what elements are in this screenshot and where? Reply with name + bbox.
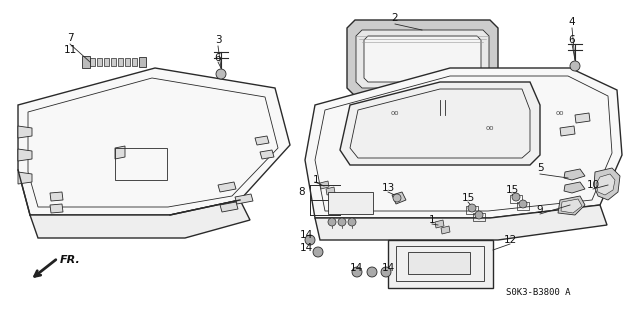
Polygon shape xyxy=(320,181,329,189)
Polygon shape xyxy=(575,113,590,123)
Bar xyxy=(396,246,484,281)
Polygon shape xyxy=(560,126,575,136)
Circle shape xyxy=(570,61,580,71)
Polygon shape xyxy=(132,58,137,66)
Polygon shape xyxy=(118,58,123,66)
Text: 14: 14 xyxy=(300,230,312,240)
Circle shape xyxy=(512,193,520,201)
Polygon shape xyxy=(220,202,238,212)
Circle shape xyxy=(381,267,391,277)
Polygon shape xyxy=(30,200,250,238)
Circle shape xyxy=(393,194,401,202)
Text: 4: 4 xyxy=(569,17,575,27)
Text: S0K3-B3800 A: S0K3-B3800 A xyxy=(506,288,570,297)
Polygon shape xyxy=(18,68,290,215)
Polygon shape xyxy=(596,174,615,195)
Polygon shape xyxy=(558,196,585,215)
Circle shape xyxy=(305,235,315,245)
Polygon shape xyxy=(340,82,540,165)
Polygon shape xyxy=(218,182,236,192)
Circle shape xyxy=(328,218,336,226)
Circle shape xyxy=(475,211,483,219)
Polygon shape xyxy=(18,172,32,184)
Text: 1: 1 xyxy=(429,215,435,225)
Polygon shape xyxy=(97,58,102,66)
Text: 7: 7 xyxy=(67,33,74,43)
Polygon shape xyxy=(255,136,269,145)
Circle shape xyxy=(352,267,362,277)
Polygon shape xyxy=(564,169,585,180)
Polygon shape xyxy=(441,226,450,234)
Circle shape xyxy=(313,247,323,257)
Text: 11: 11 xyxy=(63,45,77,55)
Text: 9: 9 xyxy=(537,205,543,215)
Text: 14: 14 xyxy=(300,243,312,253)
Polygon shape xyxy=(347,20,498,96)
Circle shape xyxy=(519,200,527,208)
Text: oo: oo xyxy=(556,110,564,116)
Polygon shape xyxy=(18,126,32,138)
Bar xyxy=(115,148,167,180)
Polygon shape xyxy=(90,58,95,66)
Polygon shape xyxy=(82,56,90,68)
Text: 8: 8 xyxy=(299,187,305,197)
Text: 1: 1 xyxy=(313,175,319,185)
Polygon shape xyxy=(392,192,406,204)
Text: 5: 5 xyxy=(537,163,543,173)
Polygon shape xyxy=(356,30,489,88)
Polygon shape xyxy=(111,58,116,66)
Text: oo: oo xyxy=(391,110,399,116)
Text: oo: oo xyxy=(486,125,494,131)
Text: 2: 2 xyxy=(392,13,398,23)
Polygon shape xyxy=(104,58,109,66)
Polygon shape xyxy=(125,58,130,66)
Polygon shape xyxy=(305,68,622,218)
Polygon shape xyxy=(315,205,607,240)
Polygon shape xyxy=(364,36,481,82)
Circle shape xyxy=(468,204,476,212)
Circle shape xyxy=(367,267,377,277)
Polygon shape xyxy=(260,150,274,159)
Text: 3: 3 xyxy=(214,35,221,45)
Text: 12: 12 xyxy=(504,235,516,245)
Polygon shape xyxy=(561,199,582,213)
Polygon shape xyxy=(326,187,335,195)
Circle shape xyxy=(338,218,346,226)
Text: 14: 14 xyxy=(349,263,363,273)
Text: 15: 15 xyxy=(461,193,475,203)
Polygon shape xyxy=(50,204,63,213)
Text: 15: 15 xyxy=(506,185,518,195)
Polygon shape xyxy=(18,149,32,161)
Polygon shape xyxy=(594,168,620,200)
Polygon shape xyxy=(115,146,125,159)
Text: 13: 13 xyxy=(381,183,395,193)
Bar xyxy=(328,192,373,214)
Polygon shape xyxy=(50,192,63,201)
Polygon shape xyxy=(235,194,253,204)
Bar xyxy=(388,240,493,288)
Bar xyxy=(408,252,470,274)
Text: 6: 6 xyxy=(569,35,575,45)
Polygon shape xyxy=(564,182,585,193)
Circle shape xyxy=(216,69,226,79)
Circle shape xyxy=(348,218,356,226)
Polygon shape xyxy=(139,57,146,67)
Text: 6: 6 xyxy=(214,53,221,63)
Text: FR.: FR. xyxy=(60,255,81,265)
Polygon shape xyxy=(435,220,444,228)
Text: 14: 14 xyxy=(381,263,395,273)
Text: 10: 10 xyxy=(586,180,600,190)
